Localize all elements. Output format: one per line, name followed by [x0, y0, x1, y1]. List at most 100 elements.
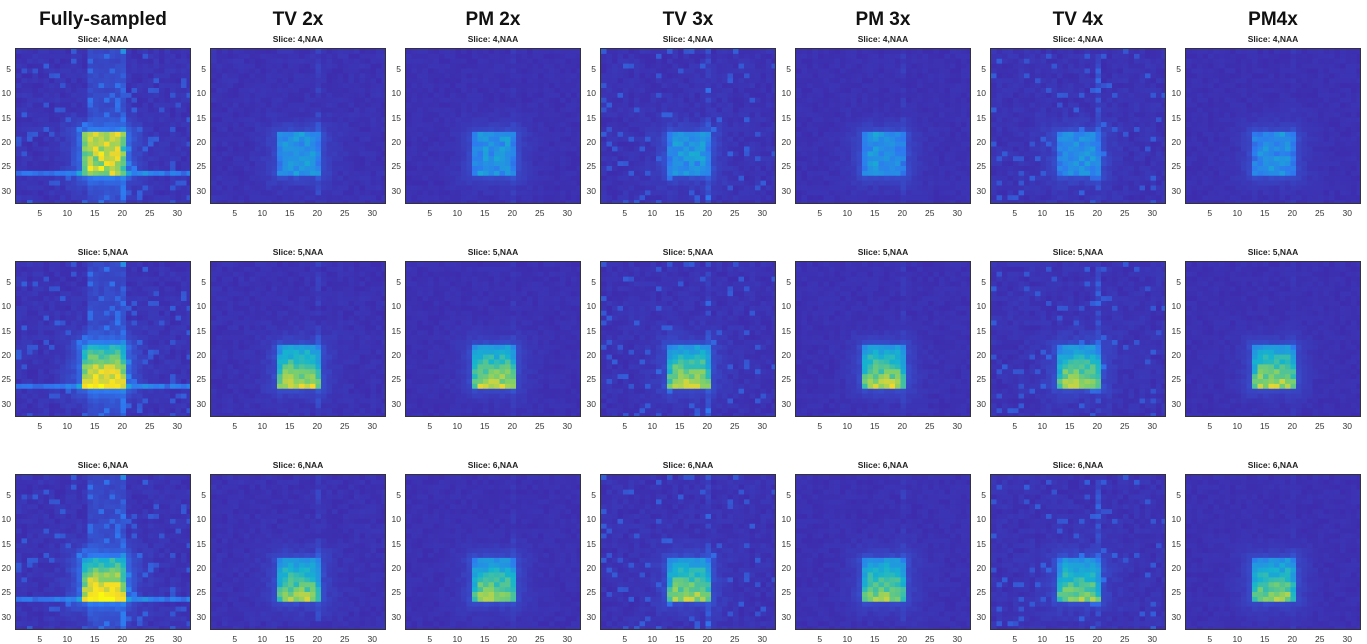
- y-tick-label: 15: [1161, 539, 1181, 549]
- y-tick-label: 10: [186, 88, 206, 98]
- y-tick-label: 5: [1161, 277, 1181, 287]
- x-tick-label: 20: [892, 421, 912, 431]
- panel-title: Slice: 6,NAA: [1185, 460, 1361, 470]
- y-tick-label: 25: [0, 587, 11, 597]
- x-tick-label: 10: [57, 421, 77, 431]
- panel-title: Slice: 4,NAA: [210, 34, 386, 44]
- x-tick-label: 30: [1142, 421, 1162, 431]
- y-tick-label: 5: [576, 490, 596, 500]
- x-tick-label: 30: [362, 421, 382, 431]
- heatmap-panel: Slice: 6,NAA 5 10 15 20 25 30 5 10 15 20 25 30: [1172, 460, 1361, 644]
- y-tick-label: 10: [771, 88, 791, 98]
- heatmap-image: [600, 474, 776, 630]
- x-tick-label: 20: [502, 634, 522, 644]
- panel-title: Slice: 6,NAA: [600, 460, 776, 470]
- x-tick-label: 15: [1060, 634, 1080, 644]
- x-tick-label: 30: [167, 421, 187, 431]
- column-title: PM 2x: [395, 9, 591, 33]
- y-tick-label: 5: [186, 277, 206, 287]
- panel-title: Slice: 6,NAA: [990, 460, 1166, 470]
- y-tick-label: 15: [186, 326, 206, 336]
- x-tick-label: 20: [1282, 634, 1302, 644]
- heatmap-image: [600, 261, 776, 417]
- x-tick-label: 30: [167, 634, 187, 644]
- y-tick-label: 5: [1161, 64, 1181, 74]
- x-tick-label: 20: [1087, 634, 1107, 644]
- y-tick-label: 30: [381, 186, 401, 196]
- heatmap-panel: Slice: 4,NAA 5 10 15 20 25 30 5 10 15 20 25 30: [587, 34, 776, 218]
- panel-title: Slice: 6,NAA: [15, 460, 191, 470]
- y-tick-label: 10: [186, 514, 206, 524]
- x-tick-label: 10: [57, 208, 77, 218]
- x-tick-label: 10: [447, 421, 467, 431]
- heatmap-svg: [16, 49, 190, 203]
- heatmap-svg: [211, 475, 385, 629]
- x-tick-label: 30: [362, 208, 382, 218]
- y-tick-label: 5: [0, 64, 11, 74]
- x-tick-label: 15: [1255, 208, 1275, 218]
- y-tick-label: 30: [771, 399, 791, 409]
- x-tick-label: 25: [335, 208, 355, 218]
- y-tick-label: 15: [966, 326, 986, 336]
- heatmap-image: [990, 261, 1166, 417]
- heatmap-svg: [991, 475, 1165, 629]
- x-tick-label: 30: [557, 634, 577, 644]
- heatmap-panel: Slice: 5,NAA 5 10 15 20 25 30 5 10 15 20 25 30: [197, 247, 386, 431]
- y-tick-label: 30: [1161, 399, 1181, 409]
- y-tick-label: 30: [771, 612, 791, 622]
- y-tick-label: 25: [966, 587, 986, 597]
- x-tick-label: 25: [140, 208, 160, 218]
- y-tick-label: 15: [1161, 326, 1181, 336]
- heatmap-image: [405, 474, 581, 630]
- x-tick-label: 20: [112, 634, 132, 644]
- x-tick-label: 15: [280, 634, 300, 644]
- x-tick-label: 5: [1200, 421, 1220, 431]
- y-tick-label: 25: [966, 161, 986, 171]
- y-tick-label: 15: [576, 326, 596, 336]
- x-tick-label: 20: [697, 421, 717, 431]
- heatmap-image: [990, 48, 1166, 204]
- heatmap-panel: Slice: 5,NAA 5 10 15 20 25 30 5 10 15 20 25 30: [392, 247, 581, 431]
- x-tick-label: 15: [85, 421, 105, 431]
- heatmap-image: [15, 261, 191, 417]
- y-tick-label: 10: [576, 514, 596, 524]
- panel-title: Slice: 6,NAA: [795, 460, 971, 470]
- x-tick-label: 5: [225, 421, 245, 431]
- y-tick-label: 30: [381, 612, 401, 622]
- y-tick-label: 25: [186, 374, 206, 384]
- heatmap-panel: Slice: 6,NAA 5 10 15 20 25 30 5 10 15 20 25 30: [977, 460, 1166, 644]
- heatmap-panel: Slice: 5,NAA 5 10 15 20 25 30 5 10 15 20 25 30: [782, 247, 971, 431]
- heatmap-svg: [1186, 262, 1360, 416]
- y-tick-label: 20: [771, 350, 791, 360]
- x-tick-label: 10: [837, 208, 857, 218]
- x-tick-label: 20: [112, 421, 132, 431]
- y-tick-label: 25: [381, 587, 401, 597]
- y-tick-label: 15: [0, 326, 11, 336]
- column-title: Fully-sampled: [5, 9, 201, 33]
- heatmap-panel: Slice: 4,NAA 5 10 15 20 25 30 5 10 15 20 25 30: [2, 34, 191, 218]
- x-tick-label: 25: [1310, 634, 1330, 644]
- panel-title: Slice: 4,NAA: [15, 34, 191, 44]
- x-tick-label: 30: [947, 208, 967, 218]
- y-tick-label: 10: [381, 88, 401, 98]
- panel-title: Slice: 5,NAA: [15, 247, 191, 257]
- y-tick-label: 15: [186, 539, 206, 549]
- x-tick-label: 30: [947, 421, 967, 431]
- panel-title: Slice: 5,NAA: [405, 247, 581, 257]
- heatmap-svg: [211, 49, 385, 203]
- y-tick-label: 30: [771, 186, 791, 196]
- y-tick-label: 25: [576, 587, 596, 597]
- heatmap-image: [405, 48, 581, 204]
- x-tick-label: 15: [1060, 208, 1080, 218]
- y-tick-label: 25: [1161, 161, 1181, 171]
- heatmap-svg: [601, 262, 775, 416]
- heatmap-svg: [796, 262, 970, 416]
- y-tick-label: 20: [0, 563, 11, 573]
- y-tick-label: 15: [0, 539, 11, 549]
- x-tick-label: 10: [1032, 421, 1052, 431]
- y-tick-label: 20: [0, 350, 11, 360]
- x-tick-label: 25: [335, 634, 355, 644]
- y-tick-label: 30: [186, 399, 206, 409]
- heatmap-svg: [991, 49, 1165, 203]
- heatmap-svg: [1186, 475, 1360, 629]
